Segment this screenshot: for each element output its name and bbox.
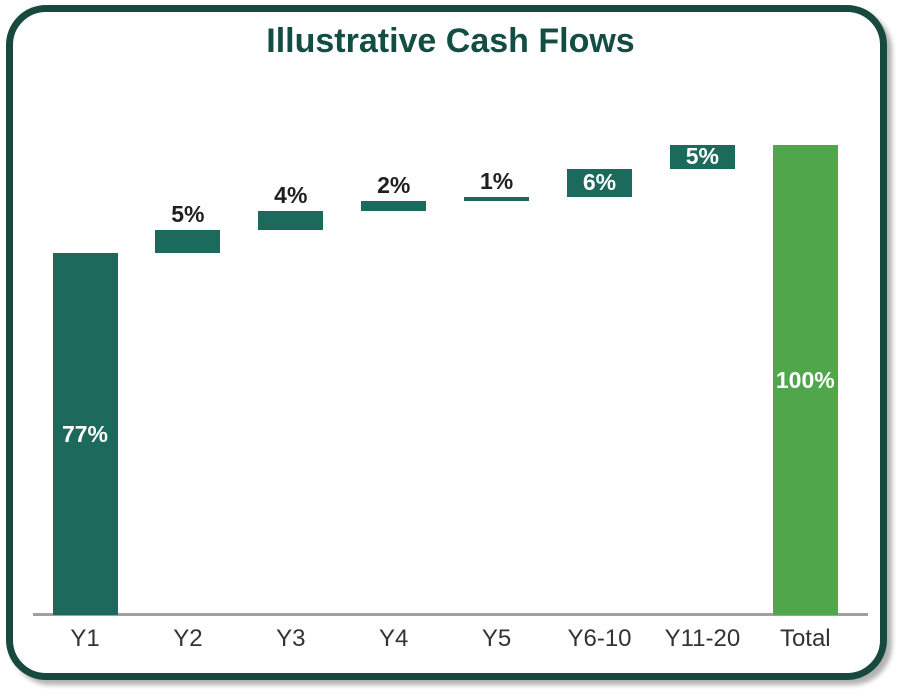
x-tick-label-y4: Y4 — [379, 625, 409, 652]
data-label-y4: 2% — [377, 172, 411, 199]
waterfall-bar-y5 — [464, 196, 530, 202]
waterfall-bar-total: 100% — [772, 145, 838, 615]
waterfall-bar-y4 — [361, 201, 427, 211]
data-label-y11-20: 5% — [685, 143, 720, 170]
x-tick-label-y3: Y3 — [276, 625, 306, 652]
chart-title: Illustrative Cash Flows — [266, 22, 635, 60]
x-tick-label-total: Total — [779, 625, 831, 652]
waterfall-bar-y11-20: 5% — [669, 143, 735, 170]
x-tick-label-y6-10: Y6-10 — [567, 625, 632, 652]
x-axis-line — [33, 613, 868, 616]
waterfall-bar-y2 — [155, 229, 221, 254]
chart-frame-border — [6, 5, 887, 680]
data-label-total: 100% — [775, 366, 835, 393]
waterfall-bar-y3 — [258, 210, 324, 230]
data-label-y3: 4% — [274, 181, 308, 208]
data-label-y2: 5% — [171, 200, 205, 227]
x-tick-label-y11-20: Y11-20 — [664, 625, 741, 652]
data-label-y5: 1% — [479, 167, 514, 194]
x-tick-label-y5: Y5 — [481, 625, 512, 652]
x-tick-label-y1: Y1 — [70, 625, 100, 652]
x-tick-label-y2: Y2 — [173, 625, 203, 652]
waterfall-bar-y6-10: 6% — [567, 168, 632, 197]
waterfall-bar-y1: 77% — [52, 253, 118, 615]
data-label-y6-10: 6% — [582, 169, 617, 196]
data-label-y1: 77% — [61, 420, 109, 447]
